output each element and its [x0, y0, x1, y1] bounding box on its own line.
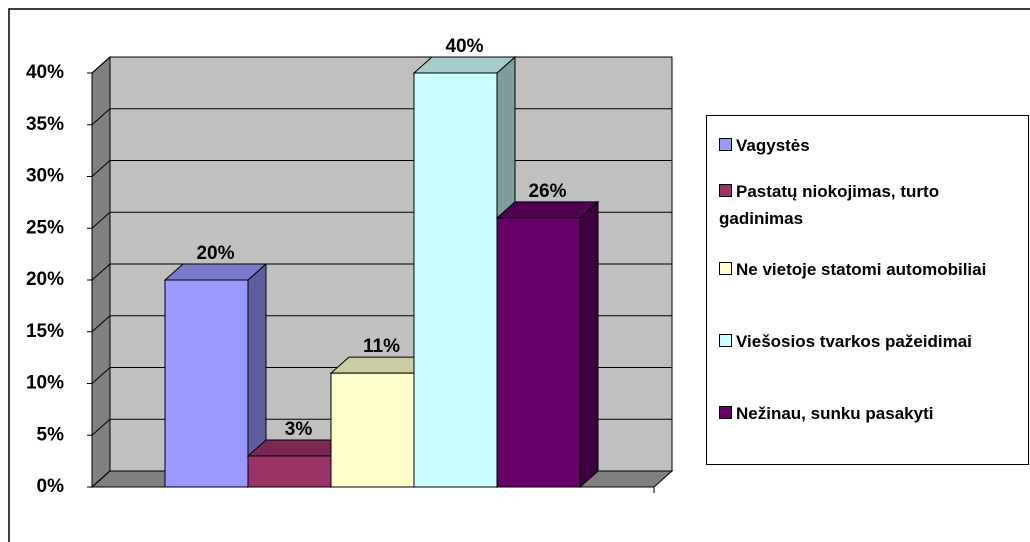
legend: Vagystės Pastatų niokojimas, turto gadini… — [706, 115, 1029, 465]
data-label: 11% — [363, 336, 400, 357]
y-tick-label: 25% — [26, 217, 64, 238]
bar — [330, 372, 415, 488]
bar — [413, 72, 498, 488]
legend-entry: Viešosios tvarkos pažeidimai — [719, 328, 1024, 355]
bar-side — [579, 200, 599, 489]
data-label: 40% — [445, 36, 483, 57]
legend-label: Viešosios tvarkos pažeidimai — [736, 332, 972, 351]
y-tick-label: 0% — [37, 476, 65, 497]
bar-top — [412, 56, 517, 74]
legend-label: Ne vietoje statomi automobiliai — [736, 260, 987, 279]
legend-entry: Ne vietoje statomi automobiliai — [719, 256, 1024, 283]
bar — [164, 279, 249, 488]
y-tick-label: 30% — [26, 166, 64, 187]
y-tick-label: 20% — [26, 269, 64, 290]
y-tick-label: 40% — [26, 62, 64, 83]
bar-top — [495, 201, 600, 219]
legend-label: Nežinau, sunku pasakyti — [736, 404, 934, 423]
legend-swatch — [719, 406, 732, 419]
y-tick-label: 10% — [26, 373, 64, 394]
y-tick-label: 15% — [26, 321, 64, 342]
y-tick-label: 5% — [37, 424, 65, 445]
data-label: 3% — [285, 419, 313, 440]
bar — [247, 455, 332, 488]
y-tick-label: 35% — [26, 114, 64, 135]
data-label: 20% — [196, 243, 234, 264]
legend-swatch — [719, 138, 732, 151]
frame — [8, 8, 1030, 542]
legend-label: Vagystės — [736, 136, 810, 155]
legend-swatch — [719, 334, 732, 347]
legend-swatch — [719, 262, 732, 275]
legend-swatch — [719, 184, 732, 197]
legend-entry: Nežinau, sunku pasakyti — [719, 400, 1024, 427]
legend-label: Pastatų niokojimas, turto gadinimas — [719, 182, 940, 228]
bar — [496, 217, 581, 488]
legend-entry: Vagystės — [719, 132, 1024, 159]
legend-entry: Pastatų niokojimas, turto gadinimas — [719, 178, 1024, 232]
data-label: 26% — [528, 181, 566, 202]
bar-top — [163, 263, 268, 281]
